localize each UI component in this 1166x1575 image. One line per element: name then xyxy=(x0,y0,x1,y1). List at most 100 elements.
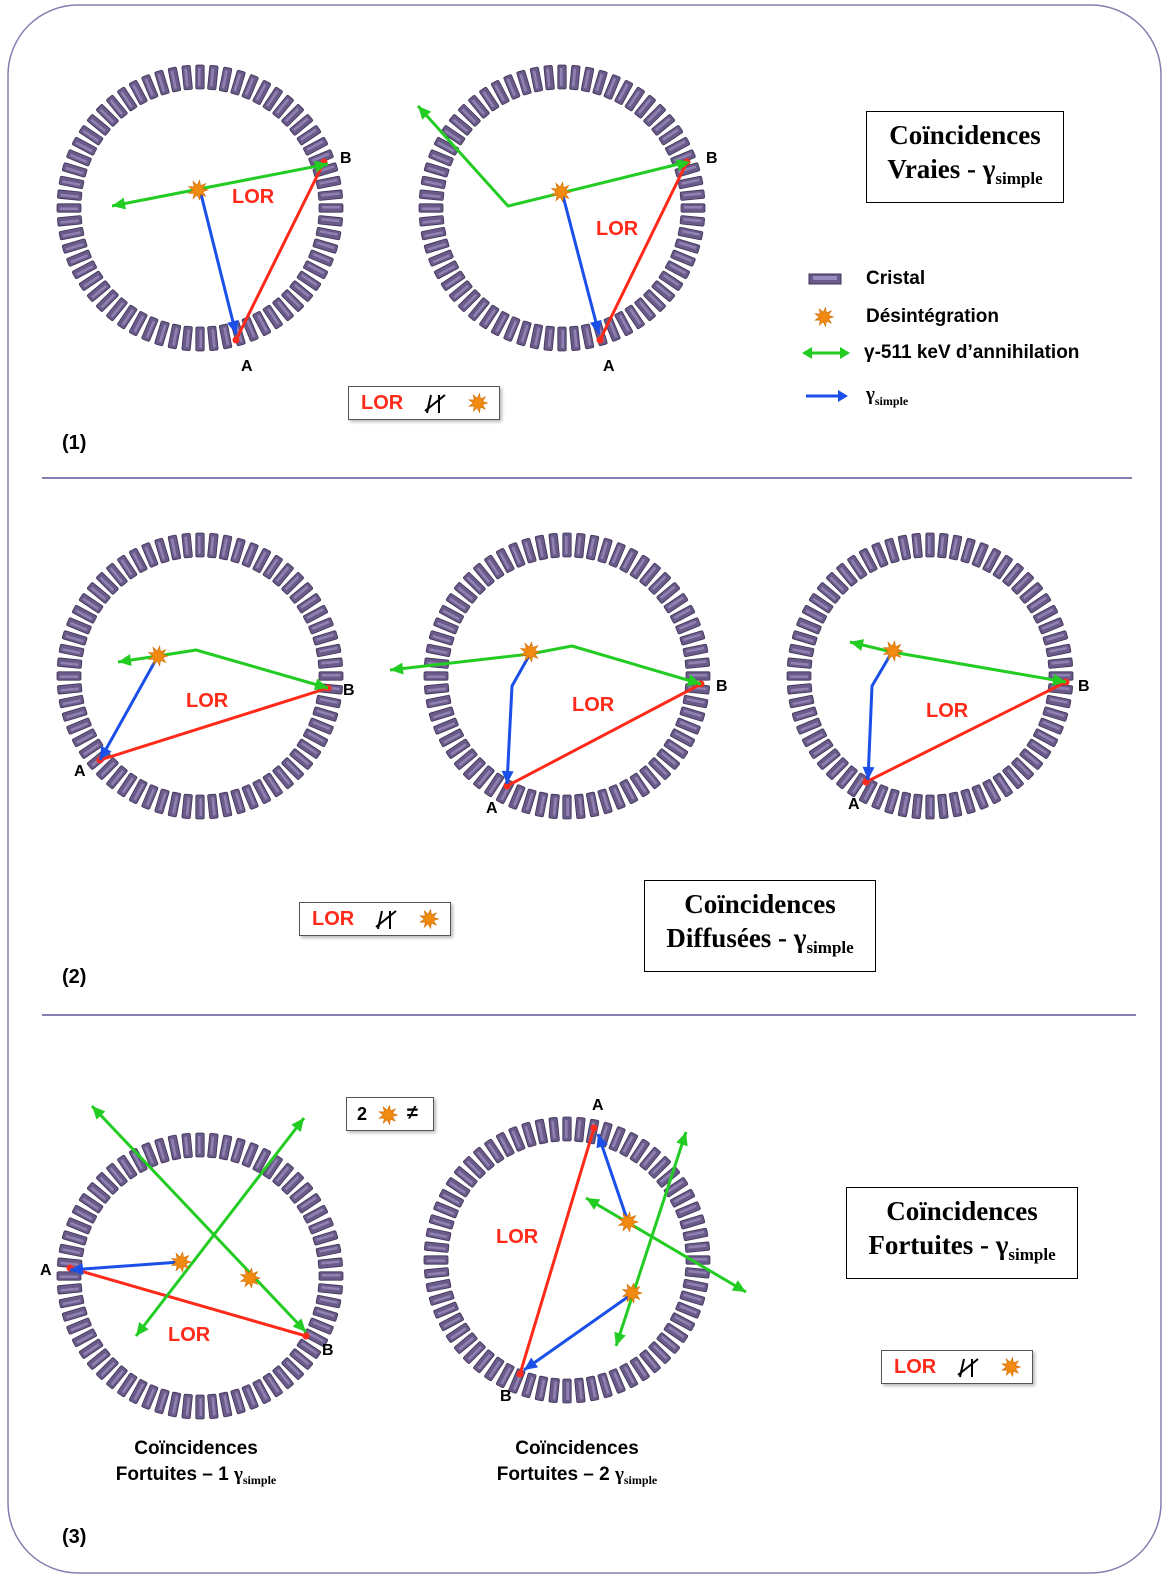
lor-line xyxy=(69,1266,307,1338)
lor-note-2: LOR xyxy=(299,902,451,936)
crystal-highlight xyxy=(449,597,466,610)
crystal xyxy=(619,548,638,573)
crystal xyxy=(87,1348,111,1370)
arrow-head xyxy=(501,770,514,784)
crystal-highlight xyxy=(437,141,455,153)
crystal-highlight xyxy=(668,742,685,755)
crystal-highlight xyxy=(1052,674,1070,677)
crystal xyxy=(296,1338,322,1359)
detector-ring xyxy=(56,1132,344,1420)
crystal-highlight xyxy=(805,609,823,621)
crystal xyxy=(665,260,690,279)
crystal-highlight xyxy=(482,91,495,108)
crystal xyxy=(516,320,532,347)
crystal-highlight xyxy=(311,1220,330,1230)
crystal-highlight xyxy=(300,1196,317,1209)
crystal-highlight xyxy=(99,108,115,124)
detector-ring xyxy=(786,532,1074,820)
crystal xyxy=(296,1193,322,1214)
crystal xyxy=(56,1271,82,1281)
crystal-highlight xyxy=(293,283,310,298)
crystal xyxy=(629,772,650,798)
crystal-highlight xyxy=(628,90,641,107)
crystal xyxy=(439,1312,464,1331)
crystal-highlight xyxy=(622,1135,634,1153)
crystal-highlight xyxy=(322,674,340,677)
crystal xyxy=(796,717,822,735)
crystal xyxy=(439,605,464,624)
crystal xyxy=(230,1137,246,1164)
crystal-highlight xyxy=(941,797,946,816)
crystal xyxy=(129,311,148,336)
title-box-1: Coïncidences Vraies - γsimple xyxy=(866,111,1064,203)
crystal xyxy=(674,238,701,254)
crystal xyxy=(428,1290,455,1306)
crystal xyxy=(181,325,193,351)
crystal-highlight xyxy=(306,608,324,620)
crystal xyxy=(281,757,304,780)
crystal xyxy=(656,582,680,604)
crystal-highlight xyxy=(432,1218,451,1227)
crystal-highlight xyxy=(595,73,604,92)
decay-burst xyxy=(617,1211,639,1233)
crystal-highlight xyxy=(565,536,568,554)
crystal-highlight xyxy=(673,608,691,620)
crystal xyxy=(312,630,339,646)
crystal xyxy=(318,671,344,681)
crystal-highlight xyxy=(90,1186,107,1201)
crystal xyxy=(484,554,505,580)
crystal-highlight xyxy=(578,797,583,816)
crystal-highlight xyxy=(525,792,534,811)
crystal-highlight xyxy=(244,545,255,564)
crystal-highlight xyxy=(487,1143,500,1160)
crystal-highlight xyxy=(688,1269,707,1275)
crystal xyxy=(484,1138,505,1164)
crystal xyxy=(167,1134,182,1161)
crystal xyxy=(787,657,813,669)
crystal-highlight xyxy=(525,1376,534,1395)
crystal xyxy=(445,738,471,759)
legend-annihilation-label: γ-511 keV d’annihilation xyxy=(864,342,1080,363)
crystal xyxy=(971,542,989,568)
crystal-highlight xyxy=(483,309,496,326)
crystal xyxy=(670,1189,695,1208)
lor-note-3: LOR xyxy=(881,1350,1033,1384)
decay-burst-icon xyxy=(468,392,489,414)
crystal xyxy=(72,1205,97,1224)
crystal-highlight xyxy=(211,329,216,348)
crystal xyxy=(634,95,656,119)
crystal xyxy=(66,149,92,167)
crystal-highlight xyxy=(198,536,201,554)
crystal-highlight xyxy=(539,1379,546,1398)
crystal xyxy=(496,1363,515,1388)
crystal-highlight xyxy=(651,575,667,591)
crystal-highlight xyxy=(321,660,340,665)
crystal xyxy=(543,65,555,91)
crystal xyxy=(425,694,452,709)
crystal xyxy=(424,1267,450,1279)
crystal xyxy=(508,784,526,810)
crystal xyxy=(1019,582,1043,604)
crystal-highlight xyxy=(679,720,698,731)
crystal-highlight xyxy=(634,776,647,793)
crystal-highlight xyxy=(267,308,280,325)
crystal-highlight xyxy=(537,1122,544,1141)
crystal-highlight xyxy=(590,1379,597,1398)
crystal xyxy=(252,1379,271,1404)
crystal xyxy=(57,215,83,227)
crystal xyxy=(141,542,159,568)
crystal xyxy=(195,532,205,558)
crystal xyxy=(434,260,459,279)
crystal xyxy=(167,791,182,818)
crystal-highlight xyxy=(613,787,623,806)
title-box-3: Coïncidences Fortuites - γsimple xyxy=(846,1187,1078,1279)
crystal xyxy=(569,65,581,91)
crystal-highlight xyxy=(172,795,179,814)
crystal xyxy=(670,1312,695,1331)
crystal-highlight xyxy=(608,319,618,338)
crystal xyxy=(106,95,128,119)
crystal-highlight xyxy=(964,792,973,811)
crystal-highlight xyxy=(158,324,167,343)
crystal xyxy=(871,784,889,810)
crystal-highlight xyxy=(874,546,884,565)
